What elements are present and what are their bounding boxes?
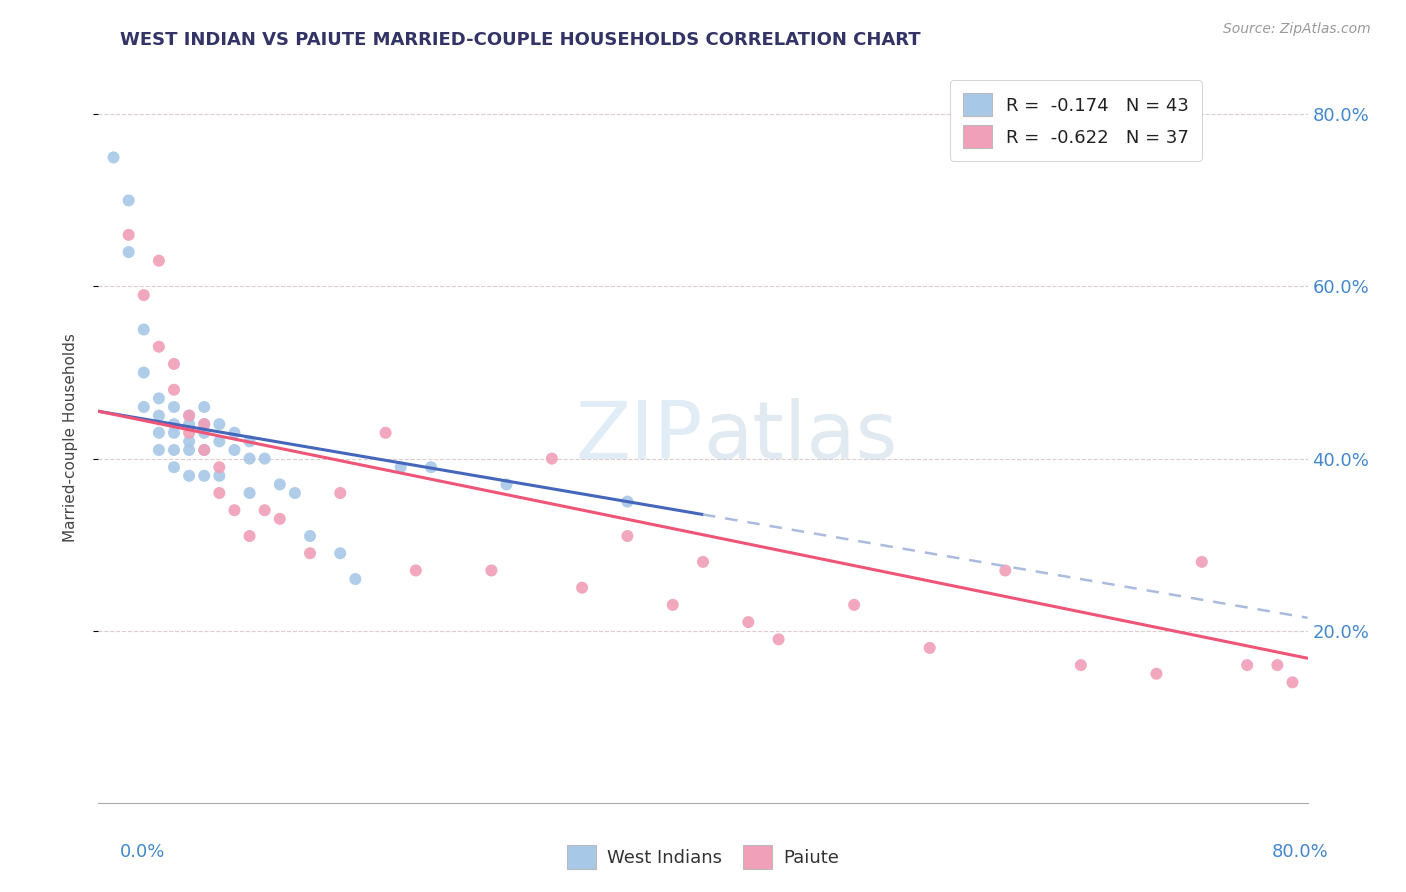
Point <box>1267 658 1289 673</box>
Text: WEST INDIAN VS PAIUTE MARRIED-COUPLE HOUSEHOLDS CORRELATION CHART: WEST INDIAN VS PAIUTE MARRIED-COUPLE HOU… <box>120 31 920 49</box>
Point <box>132 288 155 302</box>
Point <box>299 529 322 543</box>
Point <box>193 442 215 457</box>
Point <box>239 486 262 500</box>
Text: 0.0%: 0.0% <box>120 843 165 861</box>
Y-axis label: Married-couple Households: Married-couple Households <box>63 333 77 541</box>
Point <box>208 434 231 449</box>
Point <box>329 546 352 560</box>
Point <box>148 409 170 423</box>
Point <box>163 425 186 440</box>
Point <box>163 357 186 371</box>
Point <box>179 417 201 432</box>
Point <box>481 564 503 578</box>
Point <box>374 425 396 440</box>
Point <box>179 425 201 440</box>
Legend: West Indians, Paiute: West Indians, Paiute <box>560 838 846 876</box>
Point <box>329 486 352 500</box>
Point <box>193 400 215 414</box>
Point <box>118 245 141 260</box>
Point <box>224 425 246 440</box>
Point <box>692 555 714 569</box>
Point <box>253 503 276 517</box>
Point <box>737 615 759 629</box>
Point <box>224 442 246 457</box>
Point <box>163 417 186 432</box>
Text: Source: ZipAtlas.com: Source: ZipAtlas.com <box>1223 22 1371 37</box>
Point <box>193 417 215 432</box>
Point <box>132 322 155 336</box>
Point <box>420 460 443 475</box>
Point <box>239 529 262 543</box>
Point <box>179 434 201 449</box>
Point <box>495 477 517 491</box>
Point <box>768 632 790 647</box>
Text: ZIP: ZIP <box>575 398 703 476</box>
Point <box>253 451 276 466</box>
Text: 80.0%: 80.0% <box>1272 843 1329 861</box>
Point <box>148 425 170 440</box>
Point <box>571 581 593 595</box>
Point <box>918 640 941 655</box>
Point <box>193 417 215 432</box>
Point <box>1070 658 1092 673</box>
Point <box>208 460 231 475</box>
Point <box>132 400 155 414</box>
Point <box>208 468 231 483</box>
Point <box>994 564 1017 578</box>
Point <box>344 572 367 586</box>
Point <box>616 529 638 543</box>
Point <box>163 383 186 397</box>
Point <box>163 460 186 475</box>
Point <box>148 392 170 406</box>
Point <box>148 253 170 268</box>
Text: atlas: atlas <box>703 398 897 476</box>
Point <box>163 400 186 414</box>
Point <box>208 486 231 500</box>
Point <box>118 194 141 208</box>
Point <box>540 451 562 466</box>
Point <box>269 477 291 491</box>
Point <box>239 451 262 466</box>
Point <box>616 494 638 508</box>
Point <box>844 598 866 612</box>
Point <box>208 417 231 432</box>
Point <box>284 486 307 500</box>
Point <box>661 598 683 612</box>
Point <box>179 409 201 423</box>
Point <box>103 150 125 164</box>
Point <box>179 468 201 483</box>
Legend: R =  -0.174   N = 43, R =  -0.622   N = 37: R = -0.174 N = 43, R = -0.622 N = 37 <box>950 80 1202 161</box>
Point <box>193 425 215 440</box>
Point <box>1281 675 1303 690</box>
Point <box>118 227 141 242</box>
Point <box>179 409 201 423</box>
Point <box>132 366 155 380</box>
Point <box>269 512 291 526</box>
Point <box>179 442 201 457</box>
Point <box>389 460 412 475</box>
Point <box>299 546 322 560</box>
Point <box>1144 666 1167 681</box>
Point <box>148 442 170 457</box>
Point <box>193 442 215 457</box>
Point <box>163 442 186 457</box>
Point <box>1191 555 1213 569</box>
Point <box>1236 658 1258 673</box>
Point <box>405 564 427 578</box>
Point <box>148 340 170 354</box>
Point <box>193 468 215 483</box>
Point <box>224 503 246 517</box>
Point <box>239 434 262 449</box>
